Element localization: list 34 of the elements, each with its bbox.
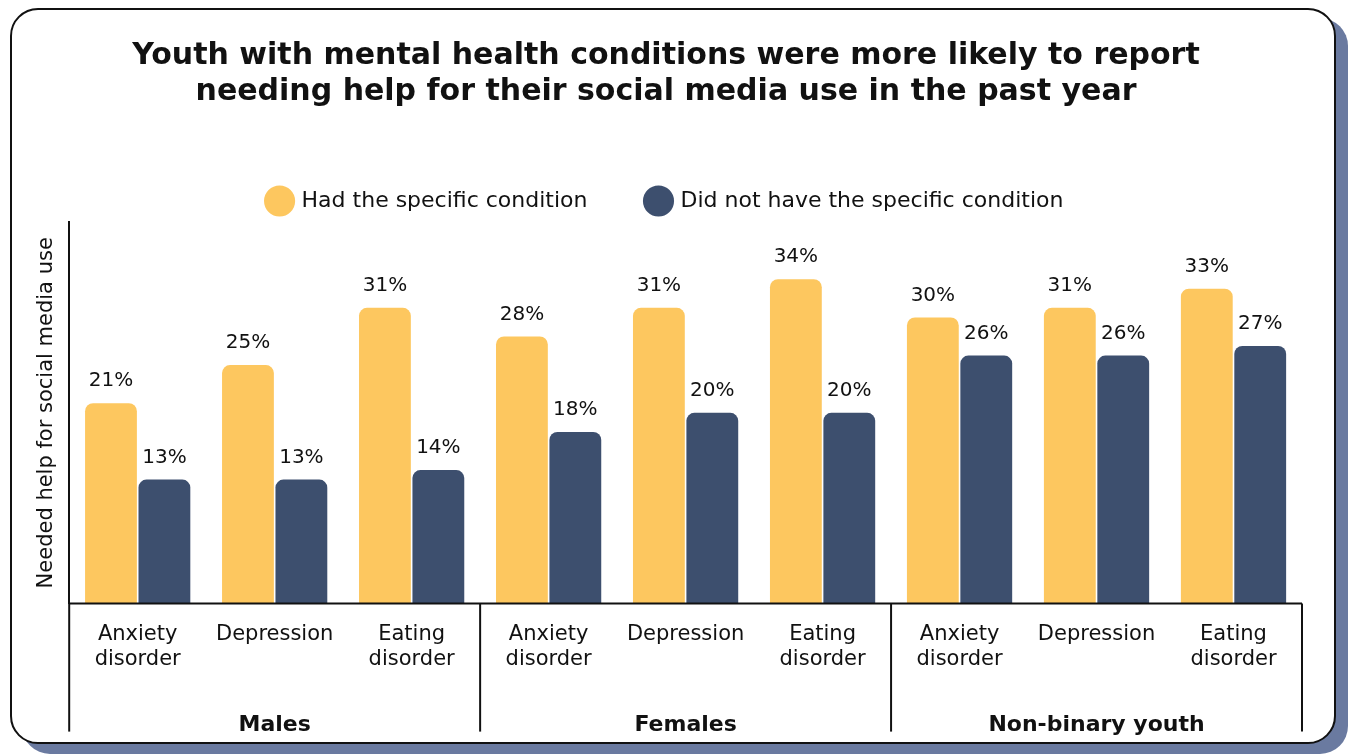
- data-label: 13%: [142, 443, 187, 468]
- y-axis-title: Needed help for social media use: [33, 237, 58, 589]
- x-tick-label: Eating disorder: [368, 620, 456, 670]
- x-tick-label: Depression: [626, 620, 745, 645]
- text: Non-binary youth: [988, 711, 1205, 737]
- x-tick-label: Depression: [1037, 620, 1156, 645]
- data-label: 13%: [279, 443, 324, 468]
- data-label: 21%: [88, 367, 134, 392]
- data-label: 28%: [499, 300, 545, 325]
- chart-title: Youth with mental health conditions were more likely to report needing help for their social media use in the past year: [131, 35, 1200, 107]
- data-label: 25%: [225, 329, 271, 354]
- data-label: 34%: [773, 243, 819, 268]
- data-label: 20%: [690, 377, 735, 401]
- x-tick-label: Depression: [215, 620, 334, 645]
- data-label: 26%: [964, 319, 1009, 344]
- data-label: 27%: [1238, 310, 1283, 335]
- data-label: 18%: [553, 396, 598, 421]
- x-tick-label: Anxiety disorder: [94, 620, 182, 670]
- legend-label: Had the specific condition: [301, 186, 588, 212]
- data-label: 30%: [910, 281, 956, 306]
- data-label: 26%: [1101, 319, 1146, 344]
- x-tick-label: Eating disorder: [1190, 620, 1277, 670]
- x-tick-label: Anxiety disorder: [916, 620, 1003, 670]
- x-tick-label: Anxiety disorder: [505, 620, 593, 670]
- data-label: 33%: [1184, 252, 1230, 277]
- data-label: 31%: [1047, 272, 1093, 297]
- data-label: 14%: [416, 434, 461, 459]
- data-label: 31%: [636, 272, 682, 297]
- data-label: 31%: [362, 272, 408, 297]
- data-label: 20%: [827, 377, 872, 401]
- text: Females: [634, 711, 737, 737]
- x-tick-label: Eating disorder: [779, 620, 866, 670]
- text: Males: [238, 711, 311, 737]
- legend-label: Did not have the specific condition: [680, 186, 1064, 212]
